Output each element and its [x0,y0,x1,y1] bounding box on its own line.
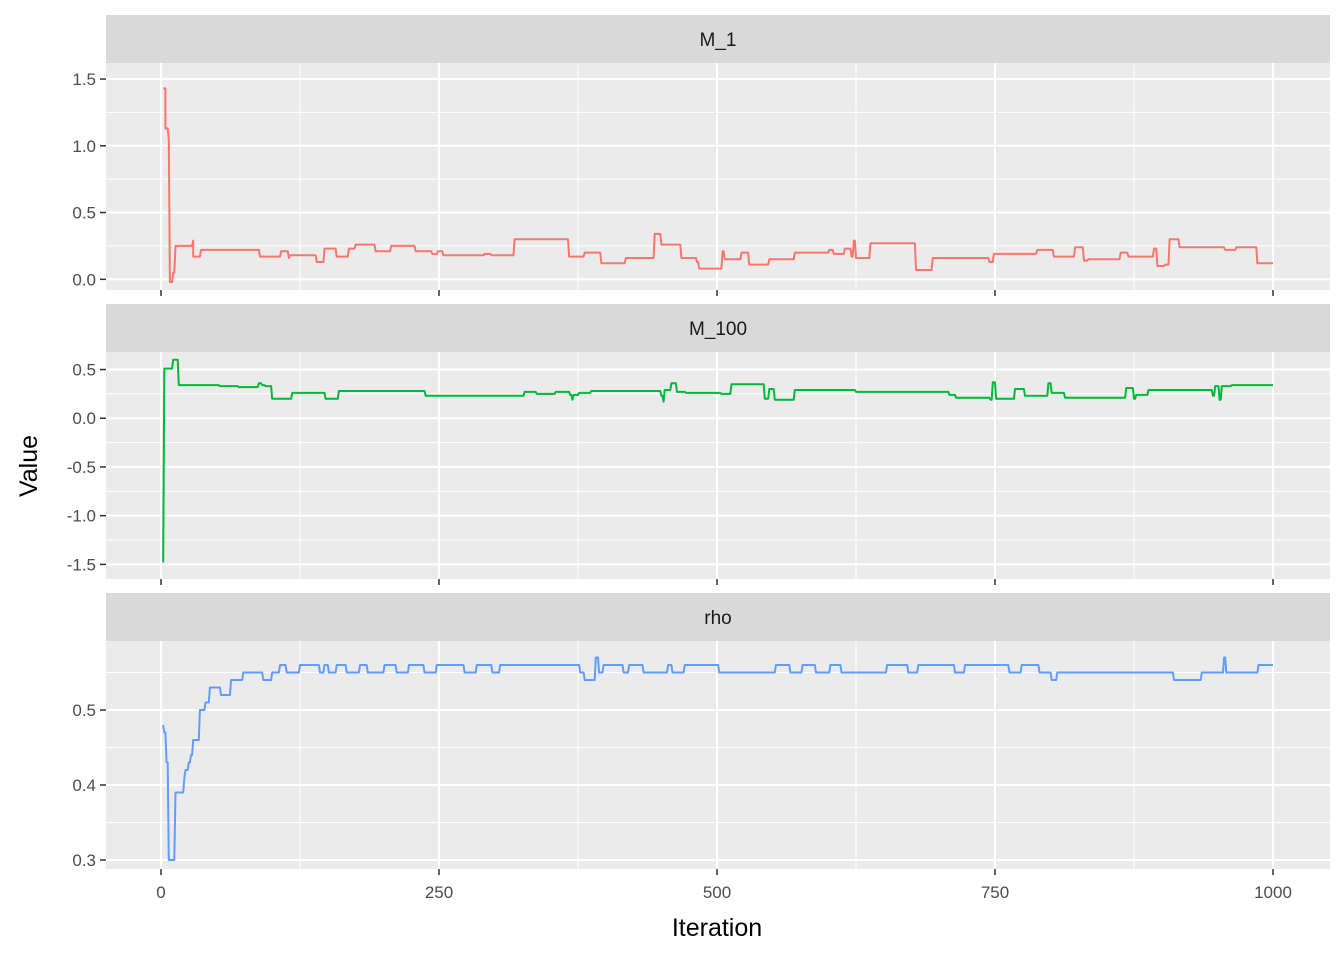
x-tick-label: 750 [981,883,1009,902]
x-tick-label: 500 [703,883,731,902]
y-tick-label: 0.5 [72,361,96,380]
facet-panels: M_10.00.51.01.5M_100-1.5-1.0-0.50.00.5rh… [67,15,1330,875]
series-line-m-1 [163,87,1273,283]
facet-strip [106,593,1330,641]
y-tick-label: -1.0 [67,507,96,526]
y-tick-label: -0.5 [67,458,96,477]
y-tick-label: 0.0 [72,270,96,289]
y-tick-label: 1.0 [72,137,96,156]
facet-strip-label: rho [704,608,731,629]
series-line-m-100 [162,358,1273,563]
x-axis: 0 250 500 750 1000 [156,883,1292,902]
facet-m-100: M_100 -1.5 -1.0 -0.5 0.0 0.5 [67,304,1330,585]
facet-strip [106,15,1330,63]
facet-strip-label: M_100 [689,319,747,340]
y-tick-label: 0.3 [72,851,96,870]
x-axis-title: Iteration [672,914,762,942]
y-tick-label: 0.0 [72,409,96,428]
x-tick-label: 0 [156,883,165,902]
facet-strip-label: M_1 [700,30,737,51]
x-tick-label: 250 [425,883,453,902]
facet-rho: rho 0.3 0.4 0.5 [72,593,1330,875]
facet-m-1: M_1 0.0 0.5 1.0 1.5 [72,15,1330,296]
y-tick-label: 0.5 [72,204,96,223]
y-tick-label: 1.5 [72,70,96,89]
y-axis-title: Value [15,435,43,497]
series-line-rho [162,656,1273,861]
y-tick-label: 0.5 [72,701,96,720]
y-tick-label: 0.4 [72,776,96,795]
y-tick-label: -1.5 [67,555,96,574]
x-tick-label: 1000 [1254,883,1292,902]
facet-strip [106,304,1330,352]
